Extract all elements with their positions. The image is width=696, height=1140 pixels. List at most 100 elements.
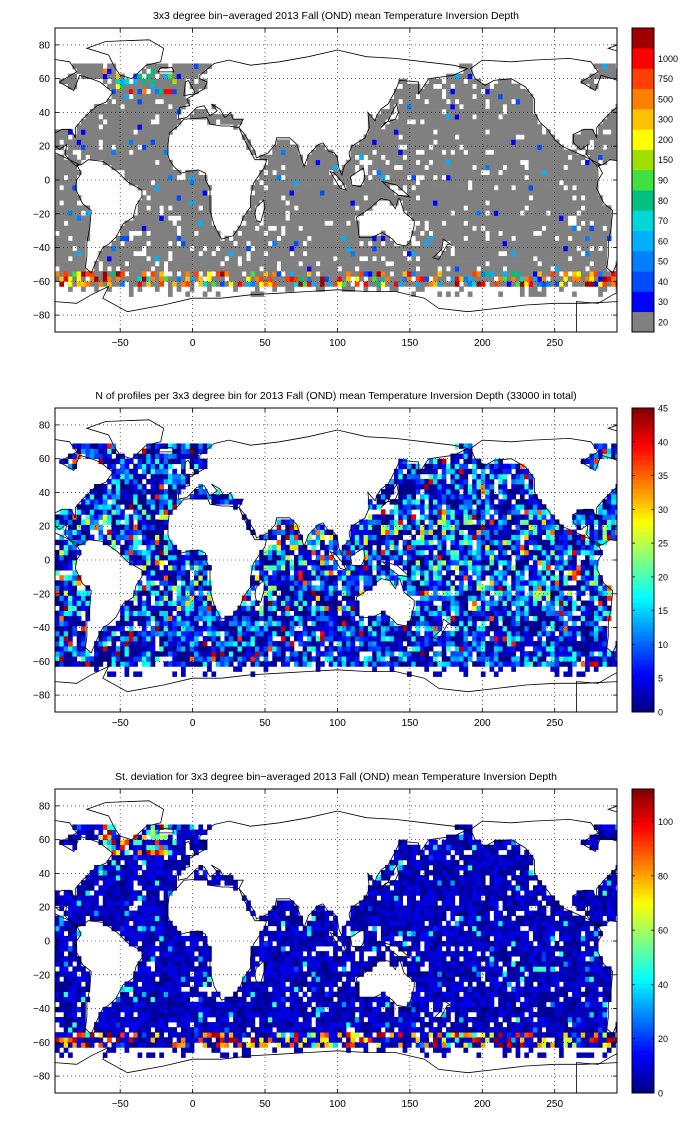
heatmap-cell — [154, 215, 160, 221]
heatmap-cell — [94, 641, 99, 647]
heatmap-cell — [111, 534, 117, 541]
heatmap-cell — [385, 169, 390, 176]
heatmap-cell — [480, 230, 486, 237]
heatmap-cell — [472, 230, 477, 237]
heatmap-cell — [515, 195, 521, 201]
heatmap-cell — [467, 109, 473, 115]
heatmap-cell — [328, 180, 334, 186]
heatmap-cell — [519, 180, 525, 186]
heatmap-cell — [446, 271, 451, 277]
heatmap-cell — [202, 615, 208, 622]
heatmap-cell — [163, 215, 169, 221]
heatmap-cell — [341, 210, 347, 216]
heatmap-cell — [81, 154, 86, 161]
heatmap-cell — [489, 180, 495, 186]
heatmap-cell — [415, 129, 421, 135]
heatmap-cell — [428, 200, 434, 206]
heatmap-cell — [459, 93, 464, 100]
heatmap-cell — [489, 169, 495, 176]
heatmap-cell — [181, 63, 186, 69]
heatmap-cell — [502, 149, 508, 156]
heatmap-cell — [393, 250, 399, 257]
heatmap-cell — [437, 98, 443, 105]
heatmap-cell — [506, 144, 512, 150]
heatmap-cell — [241, 256, 247, 262]
heatmap-cell — [72, 185, 78, 191]
heatmap-cell — [194, 271, 199, 277]
heatmap-cell — [320, 235, 325, 242]
heatmap-cell — [320, 261, 325, 267]
heatmap-cell — [567, 250, 573, 257]
heatmap-cell — [98, 73, 104, 80]
heatmap-cell — [528, 159, 534, 166]
heatmap-cell — [598, 225, 603, 232]
heatmap-cell — [120, 114, 125, 120]
heatmap-cell — [280, 169, 286, 176]
heatmap-cell — [202, 554, 208, 561]
heatmap-cell — [189, 448, 195, 454]
heatmap-cell — [389, 256, 395, 262]
heatmap-cell — [554, 245, 560, 252]
heatmap-cell — [241, 134, 247, 140]
heatmap-cell — [133, 514, 138, 520]
heatmap-cell — [68, 565, 73, 571]
heatmap-cell — [259, 245, 264, 252]
heatmap-cell — [441, 190, 447, 196]
heatmap-cell — [350, 144, 356, 150]
heatmap-cell — [580, 78, 586, 85]
heatmap-cell — [519, 235, 525, 242]
heatmap-cell — [124, 600, 130, 606]
heatmap-cell — [437, 185, 443, 191]
heatmap-cell — [76, 235, 82, 242]
heatmap-cell — [311, 159, 317, 166]
heatmap-cell — [433, 159, 438, 166]
heatmap-cell — [393, 266, 399, 272]
heatmap-cell — [415, 119, 421, 125]
heatmap-cell — [367, 281, 373, 287]
heatmap-cell — [154, 615, 160, 622]
heatmap-cell — [519, 230, 525, 237]
heatmap-cell — [154, 509, 160, 515]
heatmap-cell — [194, 565, 199, 571]
colorbar-tick-label: 500 — [658, 94, 673, 104]
heatmap-cell — [102, 139, 108, 145]
heatmap-cell — [250, 641, 256, 647]
heatmap-cell — [263, 590, 269, 596]
heatmap-cell — [198, 281, 204, 287]
heatmap-cell — [194, 641, 199, 647]
heatmap-cell — [146, 620, 151, 627]
heatmap-cell — [307, 250, 312, 257]
heatmap-cell — [263, 225, 269, 232]
heatmap-cell — [137, 271, 143, 277]
heatmap-cell — [59, 276, 65, 282]
heatmap-cell — [493, 180, 499, 186]
heatmap-cell — [246, 656, 251, 662]
heatmap-cell — [420, 276, 425, 282]
heatmap-cell — [393, 195, 399, 201]
heatmap-cell — [124, 149, 130, 156]
heatmap-cell — [55, 610, 60, 617]
heatmap-cell — [420, 195, 425, 201]
heatmap-cell — [198, 266, 204, 272]
heatmap-cell — [359, 195, 364, 201]
heatmap-cell — [463, 230, 469, 237]
heatmap-cell — [485, 109, 490, 115]
heatmap-cell — [441, 200, 447, 206]
heatmap-cell — [172, 458, 178, 465]
heatmap-cell — [576, 256, 582, 262]
heatmap-cell — [502, 124, 508, 130]
heatmap-cell — [580, 225, 586, 232]
heatmap-cell — [120, 250, 125, 257]
heatmap-cell — [415, 205, 421, 211]
heatmap-cell — [611, 271, 616, 277]
heatmap-cell — [63, 271, 69, 277]
heatmap-cell — [506, 134, 512, 140]
heatmap-cell — [554, 149, 560, 156]
heatmap-cell — [367, 149, 373, 156]
heatmap-cell — [333, 154, 338, 161]
heatmap-cell — [172, 68, 178, 74]
heatmap-cell — [433, 210, 438, 216]
heatmap-cell — [146, 225, 151, 232]
heatmap-cell — [241, 514, 247, 520]
heatmap-cell — [467, 88, 473, 95]
